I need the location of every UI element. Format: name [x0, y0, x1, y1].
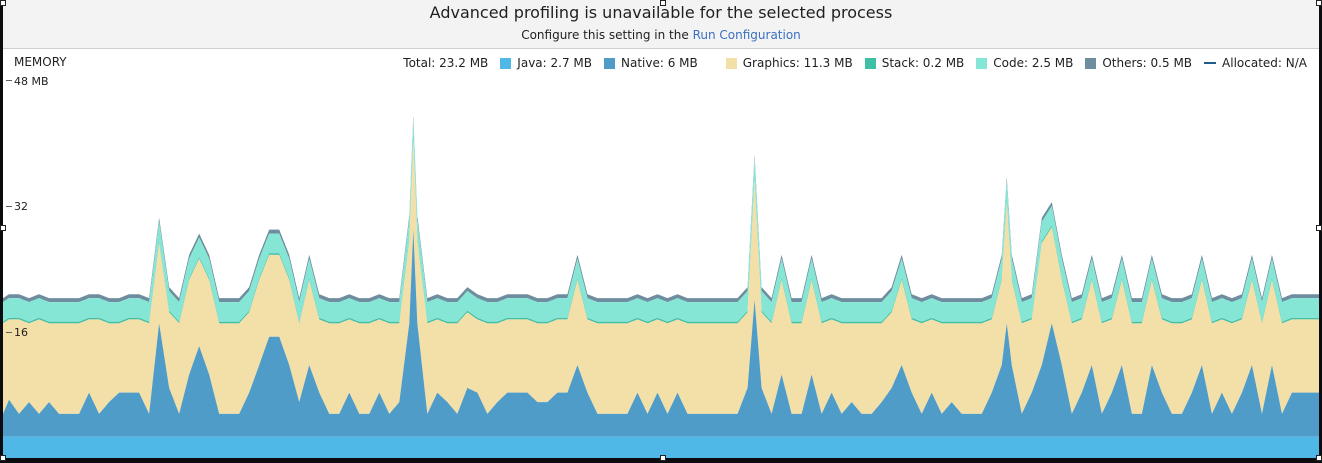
legend-native-label: Native: 6 MB	[621, 56, 698, 70]
legend-others: Others: 0.5 MB	[1085, 56, 1192, 70]
resize-handle-left[interactable]	[0, 225, 6, 231]
code-swatch	[976, 57, 988, 69]
legend: Total: 23.2 MB Java: 2.7 MB Native: 6 MB…	[391, 55, 1307, 71]
resize-handle-right[interactable]	[1316, 225, 1322, 231]
legend-native: Native: 6 MB	[604, 56, 698, 70]
unavailable-banner: Advanced profiling is unavailable for th…	[3, 0, 1319, 49]
chart-label: MEMORY	[14, 55, 67, 69]
legend-code-label: Code: 2.5 MB	[993, 56, 1074, 70]
profiler-panel: Advanced profiling is unavailable for th…	[3, 0, 1319, 458]
legend-graphics-label: Graphics: 11.3 MB	[742, 56, 853, 70]
legend-stack-label: Stack: 0.2 MB	[881, 56, 965, 70]
y-tick-16: 16	[14, 326, 28, 339]
run-configuration-link[interactable]: Run Configuration	[692, 28, 801, 42]
resize-handle-bottom-right[interactable]	[1316, 455, 1322, 461]
memory-chart	[3, 115, 1319, 458]
legend-java-label: Java: 2.7 MB	[517, 56, 592, 70]
resize-handle-top-left[interactable]	[0, 0, 6, 6]
y-tick-mark-48	[6, 80, 12, 81]
resize-handle-bottom[interactable]	[660, 455, 666, 461]
y-tick-32: 32	[14, 200, 28, 213]
y-tick-48: 48 MB	[14, 75, 49, 88]
legend-java: Java: 2.7 MB	[500, 56, 592, 70]
resize-handle-top-right[interactable]	[1316, 0, 1322, 6]
y-tick-mark-16	[6, 332, 12, 333]
legend-graphics: Graphics: 11.3 MB	[725, 56, 853, 70]
legend-total: Total: 23.2 MB	[403, 56, 489, 70]
y-tick-mark-32	[6, 206, 12, 207]
resize-handle-top[interactable]	[660, 0, 666, 6]
legend-allocated-label: Allocated: N/A	[1222, 56, 1307, 70]
banner-title: Advanced profiling is unavailable for th…	[429, 3, 893, 22]
java-area	[3, 436, 1319, 458]
allocated-dash-icon	[1204, 62, 1217, 64]
native-swatch	[604, 57, 615, 69]
others-swatch	[1085, 57, 1097, 69]
legend-allocated: Allocated: N/A	[1204, 56, 1307, 70]
graphics-swatch	[725, 57, 737, 69]
java-swatch	[500, 57, 512, 69]
stack-swatch	[864, 57, 876, 69]
legend-stack: Stack: 0.2 MB	[864, 56, 965, 70]
native-area	[3, 229, 1319, 437]
legend-code: Code: 2.5 MB	[976, 56, 1073, 70]
resize-handle-bottom-left[interactable]	[0, 455, 6, 461]
banner-subtitle-text: Configure this setting in the	[521, 28, 693, 42]
banner-subtitle: Configure this setting in the Run Config…	[3, 28, 1319, 42]
graphics-area	[3, 140, 1319, 414]
code-area	[3, 119, 1319, 322]
legend-others-label: Others: 0.5 MB	[1102, 56, 1193, 70]
